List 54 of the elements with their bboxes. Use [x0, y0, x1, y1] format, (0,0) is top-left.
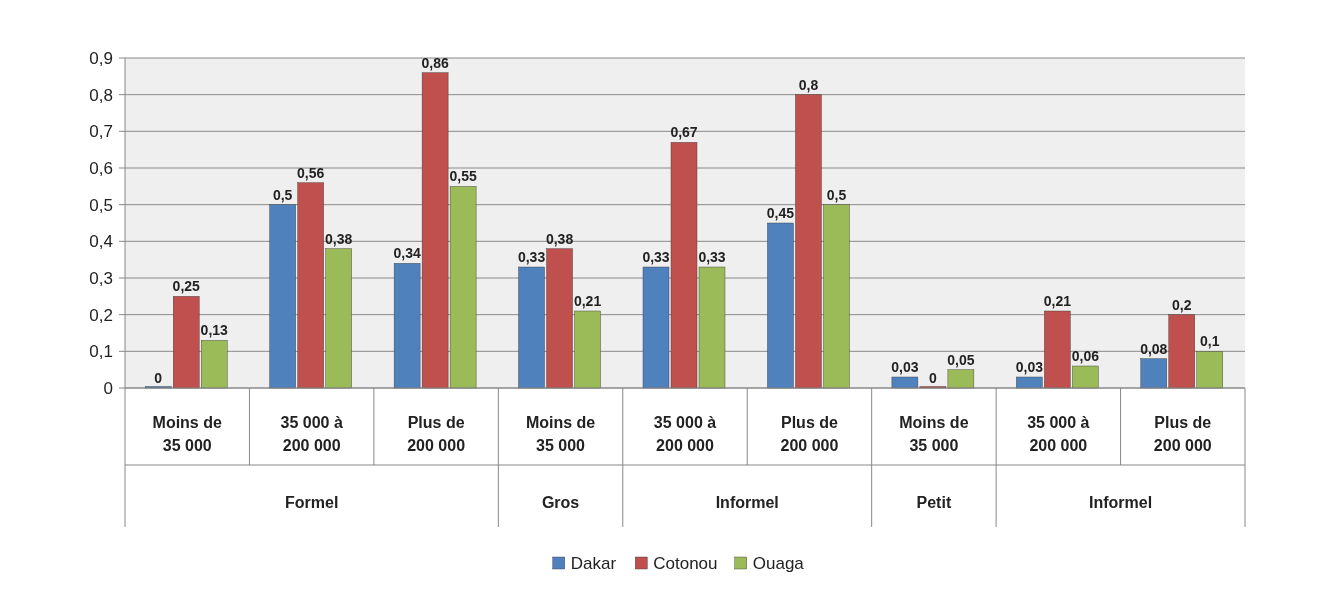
data-label: 0,21: [573, 293, 602, 309]
data-label: 0,45: [766, 205, 795, 221]
x-tick-label: Plus de 200 000: [780, 414, 839, 454]
y-tick-label: 0,7: [89, 122, 113, 142]
text: Petit: [916, 494, 952, 511]
x-tick-label: 35 000 à 200 000: [1027, 414, 1090, 454]
data-label: 0: [928, 370, 937, 386]
y-tick-label: 0,1: [89, 342, 113, 362]
data-label: 0,55: [449, 168, 477, 185]
y-tick-label: 0,4: [89, 232, 113, 252]
y-tick-label: 0,2: [89, 305, 113, 325]
data-label: 0,38: [545, 230, 574, 247]
data-label: 0,8: [798, 76, 819, 93]
data-label: 0,08: [1140, 340, 1168, 357]
y-tick-label: 0,5: [89, 195, 113, 215]
data-label: 0,13: [200, 322, 229, 339]
y-tick-label: 0,3: [89, 268, 113, 288]
data-label: 0,03: [1015, 359, 1044, 375]
data-label: 0,25: [172, 278, 201, 295]
legend-label: Dakar: [570, 553, 617, 573]
legend-label: Cotonou: [653, 553, 718, 573]
data-label: 0,5: [272, 186, 293, 203]
data-label: 0,38: [325, 230, 353, 247]
x-tick-label: Moins de 35 000: [899, 414, 969, 454]
text: Formel: [284, 494, 339, 511]
data-label: 0,5: [826, 186, 847, 203]
data-label: 0,67: [670, 124, 698, 141]
y-tick-label: 0,6: [89, 158, 113, 178]
data-label: 0,05: [947, 351, 975, 368]
x-tick-label: Moins de 35 000: [152, 414, 222, 454]
data-label: 0,33: [698, 249, 726, 265]
y-tick-label: 0: [103, 378, 113, 398]
data-label: 0,56: [297, 164, 325, 181]
x-tick-label: 35 000 à 200 000: [653, 414, 717, 454]
data-label: 0,03: [891, 359, 919, 375]
x-tick-label: 35 000 à 200 000: [280, 414, 343, 454]
data-label: 0,1: [1200, 333, 1220, 350]
legend-label: Ouaga: [752, 553, 805, 573]
data-label: 0,34: [393, 245, 421, 262]
data-label: 0,33: [517, 249, 546, 265]
y-tick-label: 0,8: [89, 85, 113, 105]
data-label: 0,06: [1071, 348, 1100, 364]
data-label: 0,21: [1043, 293, 1072, 309]
y-tick-label: 0,9: [89, 48, 113, 68]
text: Informel: [1088, 494, 1153, 511]
text: Informel: [715, 494, 779, 511]
data-label: 0,33: [642, 249, 670, 265]
data-label: 0,2: [1172, 296, 1192, 313]
x-tick-label: Moins de 35 000: [525, 414, 596, 454]
x-tick-label: Plus de 200 000: [407, 414, 466, 454]
x-tick-label: Plus de 200 000: [1153, 414, 1212, 454]
text: Gros: [541, 494, 580, 511]
data-label: 0,86: [421, 54, 449, 71]
data-label: 0: [154, 370, 163, 386]
